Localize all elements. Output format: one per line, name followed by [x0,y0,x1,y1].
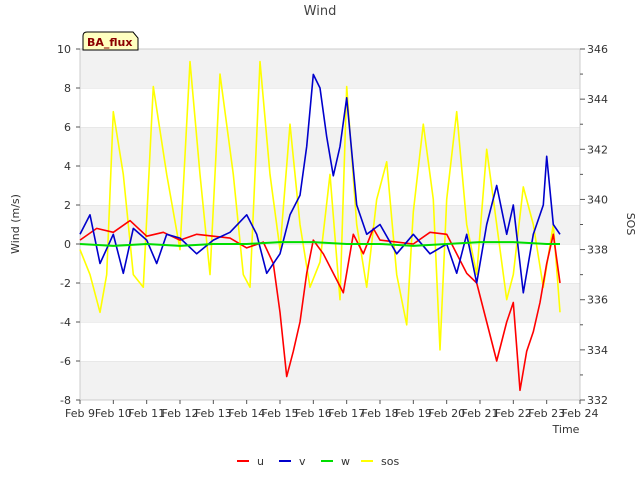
x-tick-label: Feb 11 [128,407,165,420]
x-tick-label: Feb 10 [95,407,132,420]
chart-title: Wind [304,4,337,19]
series-layer [79,60,561,392]
y-tick-label: 4 [64,160,71,173]
y-tick-label: 6 [64,121,71,134]
grid-band [80,361,580,400]
y2-tick-label: 346 [587,43,608,56]
grid-bands [80,48,580,400]
x-tick-label: Feb 23 [528,407,565,420]
y2-tick-label: 336 [587,294,608,307]
x-tick-label: Feb 13 [195,407,232,420]
y-axis-title: Wind (m/s) [9,194,22,254]
x-tick-label: Feb 17 [328,407,365,420]
grid-band [80,322,580,361]
grid-band [80,283,580,322]
y-tick-label: -2 [60,277,71,290]
legend-label-v: v [299,455,306,468]
y-tick-label: 0 [64,238,71,251]
badge-shape [82,31,139,51]
y2-axis-ticks: 332 334 336 338 340 342 344 346 [580,43,608,407]
legend-label-sos: sos [381,455,399,468]
grid-band [80,244,580,283]
series-line-w [79,241,560,247]
x-tick-label: Feb 15 [262,407,299,420]
x-tick-label: Feb 9 [65,407,95,420]
x-tick-label: Feb 21 [462,407,499,420]
legend: u v w sos [237,455,399,468]
x-tick-label: Feb 16 [295,407,332,420]
x-tick-label: Feb 19 [395,407,432,420]
y2-tick-label: 342 [587,143,608,156]
y2-tick-label: 332 [587,394,608,407]
y-tick-label: 10 [57,43,71,56]
y-axis-ticks: -8 -6 -4 -2 0 2 4 6 8 10 [57,43,80,407]
y2-tick-label: 334 [587,344,608,357]
legend-label-u: u [257,455,264,468]
badge: BA_flux [82,31,139,51]
x-tick-label: Feb 14 [228,407,265,420]
y2-tick-label: 340 [587,193,608,206]
y-tick-label: 8 [64,82,71,95]
y2-tick-label: 344 [587,93,608,106]
badge-label: BA_flux [87,36,132,49]
series-line-u [79,219,561,392]
y-tick-label: -6 [60,355,71,368]
grid-band [80,88,580,127]
series-line-v [79,73,561,294]
x-tick-label: Feb 24 [562,407,599,420]
x-axis-title: Time [552,423,580,436]
legend-label-w: w [341,455,350,468]
x-tick-label: Feb 22 [495,407,532,420]
y2-axis-title: SOS [624,213,637,236]
y-tick-label: 2 [64,199,71,212]
x-tick-label: Feb 12 [162,407,199,420]
y-tick-label: -8 [60,394,71,407]
grid-band [80,166,580,205]
y2-tick-label: 338 [587,244,608,257]
y-tick-label: -4 [60,316,71,329]
x-tick-label: Feb 18 [362,407,399,420]
x-tick-label: Feb 20 [428,407,465,420]
series-line-sos [79,60,561,351]
grid-band [80,49,580,88]
